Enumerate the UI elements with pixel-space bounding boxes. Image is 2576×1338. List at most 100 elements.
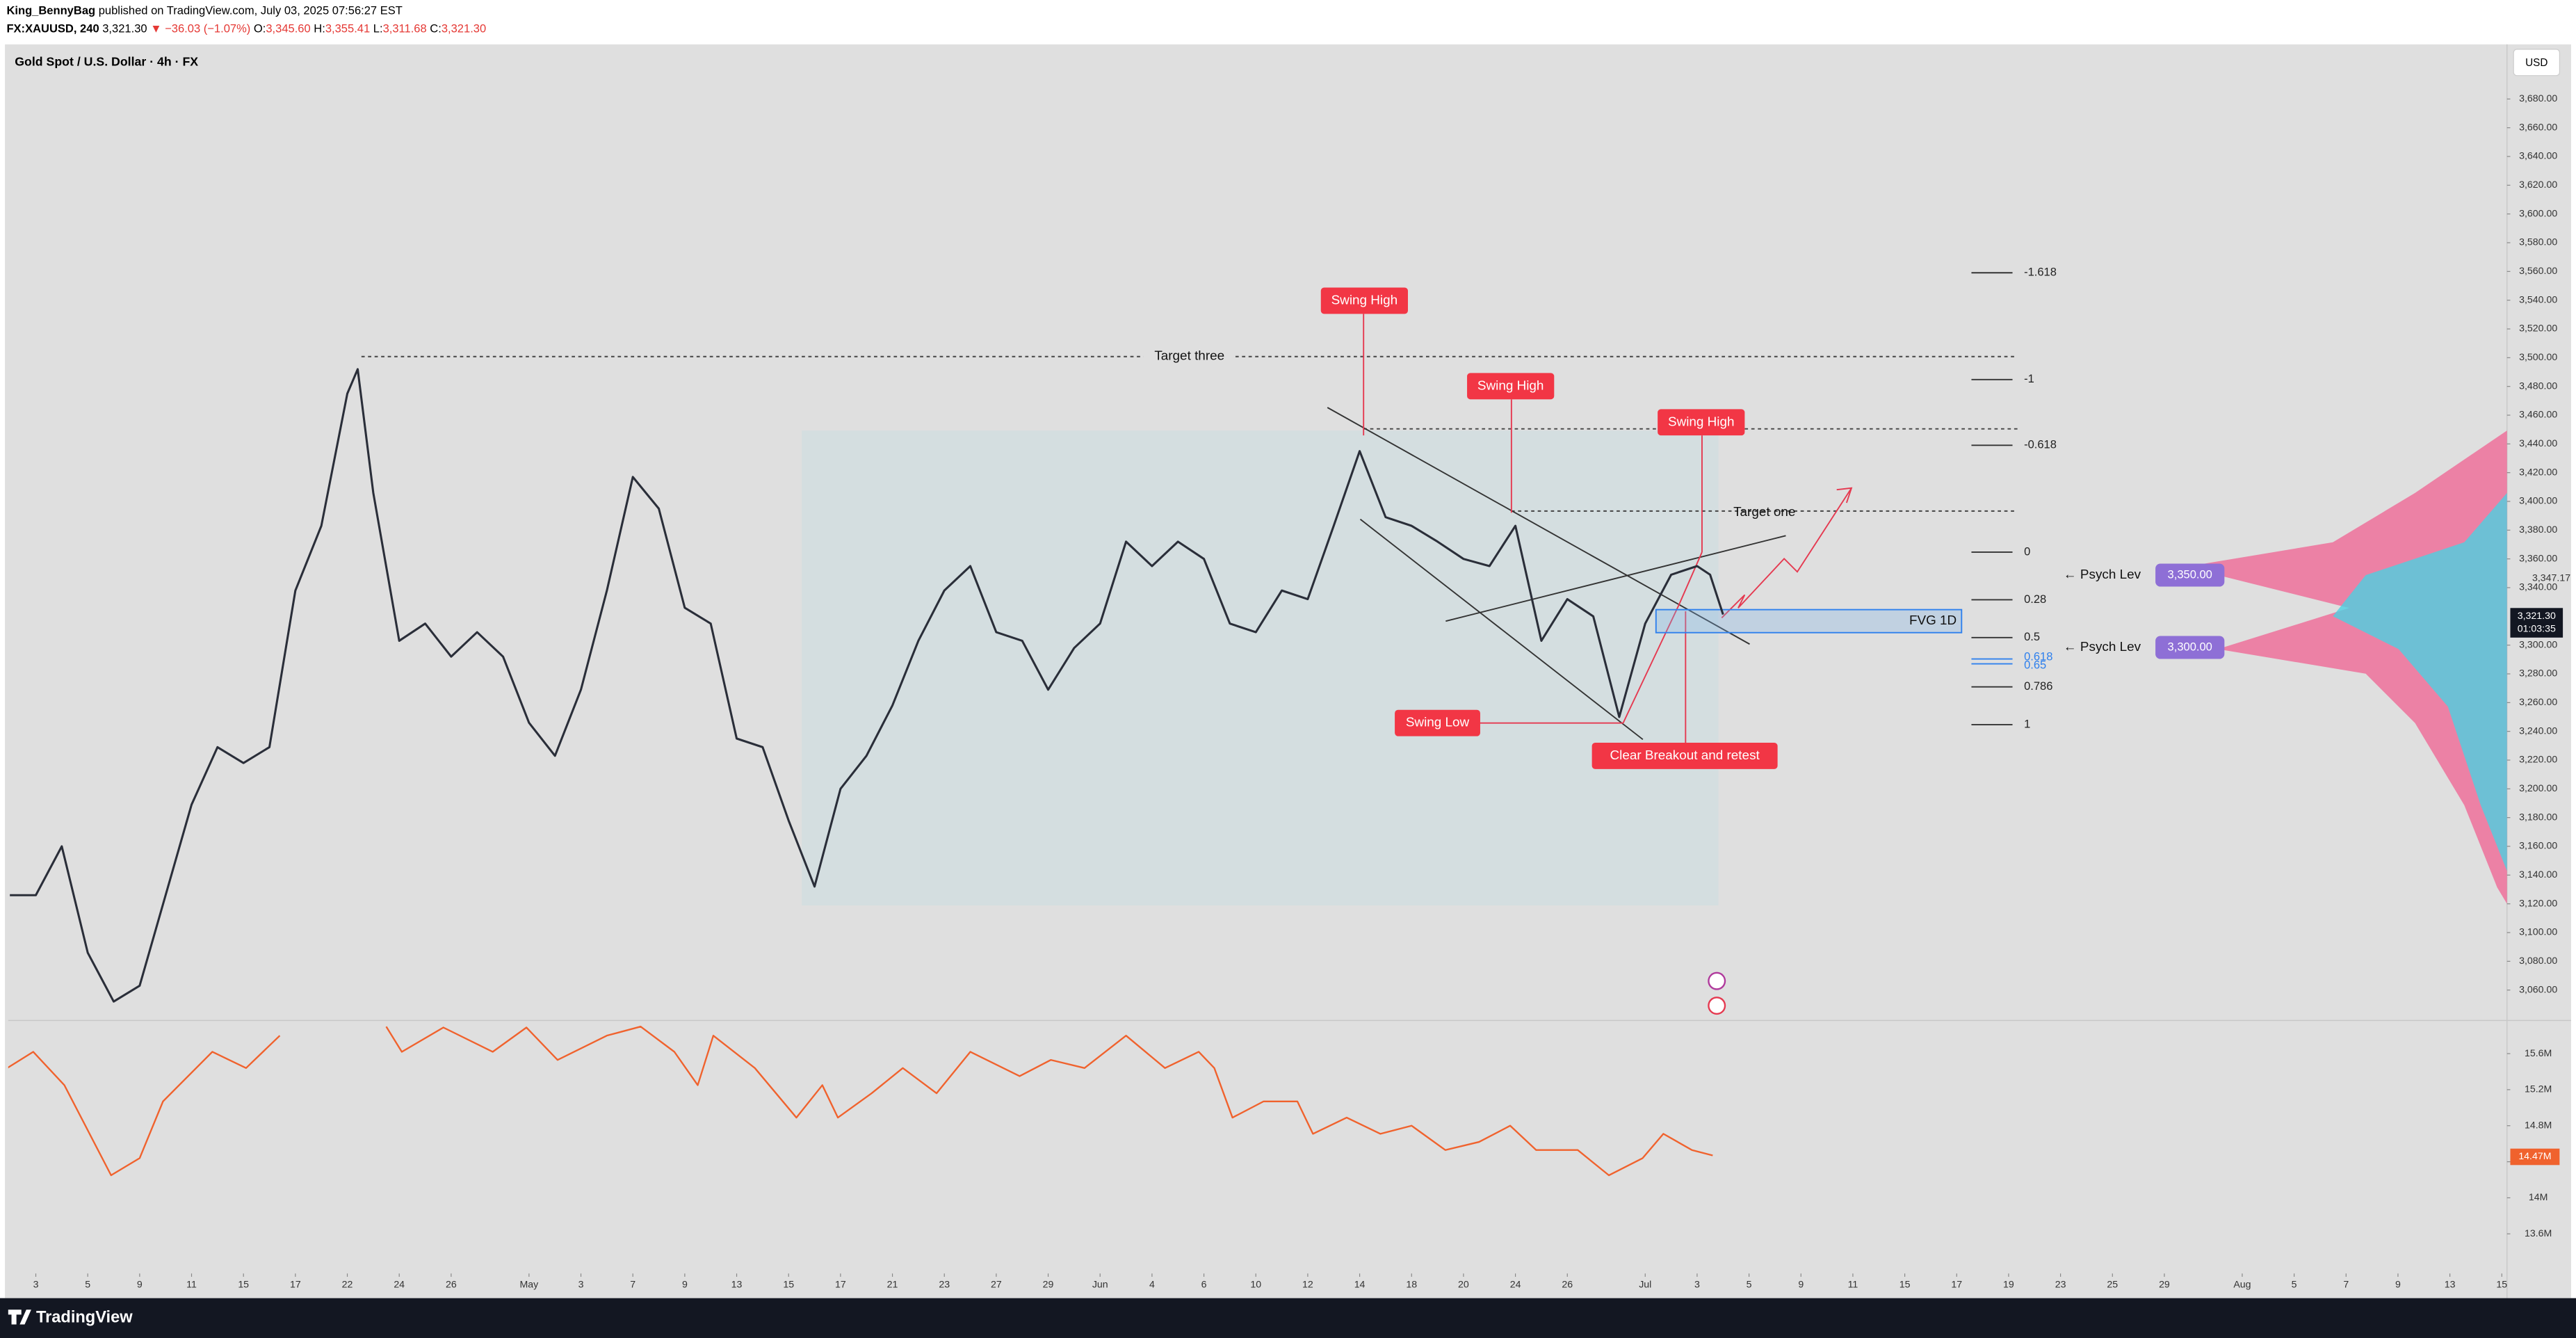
x-tick-label: 29 — [2159, 1280, 2170, 1291]
x-tick-label: 9 — [682, 1280, 688, 1291]
y-tick-label: 3,500.00 — [2519, 352, 2557, 363]
brand[interactable]: TradingView — [36, 1308, 133, 1326]
indicator-last: 14.47M — [2518, 1151, 2551, 1162]
countdown: 01:03:35 — [2518, 624, 2556, 635]
chart-title: Gold Spot / U.S. Dollar · 4h · FX — [15, 54, 198, 68]
y-tick-label: 3,420.00 — [2519, 467, 2557, 478]
y-tick-label: 3,180.00 — [2519, 812, 2557, 823]
psych-price: 3,350.00 — [2168, 567, 2212, 581]
indicator-tag — [2510, 1148, 2560, 1166]
x-tick-label: 21 — [887, 1280, 898, 1291]
x-tick-label: 20 — [1458, 1280, 1469, 1291]
footer-bar — [0, 1298, 2576, 1338]
y-tick-label: 3,140.00 — [2519, 869, 2557, 880]
x-tick-label: 22 — [342, 1280, 353, 1291]
x-tick-label: 5 — [85, 1280, 90, 1291]
last: 3,321.30 — [102, 22, 147, 35]
y-tick-label: 3,620.00 — [2519, 179, 2557, 191]
price-line — [10, 368, 1724, 1003]
x-tick-label: 7 — [2343, 1280, 2349, 1291]
y-tick-label: 15.2M — [2525, 1084, 2552, 1095]
x-tick-label: 29 — [1043, 1280, 1054, 1291]
y-tick-label: 3,640.00 — [2519, 151, 2557, 162]
axes: 3,060.00 3,080.00 3,100.00 3,120.00 3,140.00… — [33, 93, 2558, 1290]
x-tick-label: 7 — [630, 1280, 635, 1291]
trend-line — [1445, 535, 1786, 622]
currency[interactable]: USD — [2525, 57, 2547, 69]
x-tick-label: 5 — [2292, 1280, 2297, 1291]
projection — [1721, 487, 1852, 619]
psych-tag — [2155, 636, 2225, 659]
open: 3,345.60 — [266, 22, 310, 35]
marker-price: 3,347.17 — [2532, 572, 2570, 583]
x-tick-label: 3 — [33, 1280, 39, 1291]
fvg-label: FVG 1D — [1909, 613, 1957, 628]
x-tick-label: 18 — [1406, 1280, 1417, 1291]
y-tick-label: 3,340.00 — [2519, 582, 2557, 593]
c-label: C: — [430, 22, 442, 35]
x-tick-label: 3 — [1694, 1280, 1700, 1291]
x-tick-label: 14 — [1354, 1280, 1366, 1291]
x-tick-label: 24 — [394, 1280, 405, 1291]
header-bar — [0, 0, 2576, 45]
y-tick-label: 3,560.00 — [2519, 266, 2557, 277]
y-tick-label: 3,540.00 — [2519, 294, 2557, 305]
swing-low-tag — [1395, 709, 1480, 736]
x-tick-label: 13 — [2445, 1280, 2456, 1291]
fib-label: -0.618 — [2024, 438, 2057, 451]
last-price: 3,321.30 — [2518, 611, 2556, 622]
brand-logo — [8, 1309, 31, 1325]
price-pane — [10, 368, 1724, 1003]
l-label: L: — [373, 22, 383, 35]
fib-label: 0.28 — [2024, 593, 2046, 606]
x-tick-label: 26 — [446, 1280, 457, 1291]
label-bg — [1143, 346, 1236, 366]
x-tick-label: 15 — [238, 1280, 249, 1291]
x-tick-label: 23 — [939, 1280, 950, 1291]
y-tick-label: 14M — [2529, 1192, 2548, 1203]
high: 3,355.41 — [325, 22, 370, 35]
y-tick-label: 3,400.00 — [2519, 496, 2557, 507]
x-tick-label: 9 — [2395, 1280, 2401, 1291]
psych-text: Psych Lev — [2080, 640, 2141, 654]
fib-label: 0.5 — [2024, 630, 2040, 643]
x-tick-label: 12 — [1302, 1280, 1313, 1291]
event-icon[interactable] — [1708, 972, 1726, 990]
event-icon[interactable] — [1708, 997, 1726, 1015]
swing-low: Swing Low — [1406, 716, 1470, 730]
y-tick-label: 3,440.00 — [2519, 438, 2557, 449]
x-tick-label: 6 — [1201, 1280, 1207, 1291]
volume-profile — [2185, 430, 2507, 904]
projection-arrow — [1836, 487, 1853, 503]
swing-high: Swing High — [1477, 378, 1544, 393]
y-tick-label: 3,660.00 — [2519, 122, 2557, 133]
x-tick-label: 13 — [731, 1280, 743, 1291]
x-tick-label: 17 — [835, 1280, 846, 1291]
x-tick-label: 26 — [1562, 1280, 1573, 1291]
header-line: King_BennyBag published on TradingView.c… — [6, 4, 402, 17]
swing-high-tag — [1320, 287, 1408, 314]
x-tick-label: 5 — [1747, 1280, 1752, 1291]
x-tick-label: 11 — [1848, 1280, 1858, 1291]
y-tick-label: 3,460.00 — [2519, 410, 2557, 421]
currency-button[interactable] — [2513, 49, 2560, 76]
x-tick-label: 4 — [1149, 1280, 1155, 1291]
breakout: Clear Breakout and retest — [1610, 748, 1760, 763]
y-tick-label: 3,200.00 — [2519, 783, 2557, 794]
x-tick-label: 3 — [578, 1280, 584, 1291]
x-tick-label: 23 — [2055, 1280, 2066, 1291]
swing-high: Swing High — [1331, 293, 1398, 307]
fib-label: 0.65 — [2024, 658, 2046, 671]
y-tick-label: 3,360.00 — [2519, 553, 2557, 564]
psych-tag — [2155, 563, 2225, 587]
fib-label: 1 — [2024, 717, 2030, 730]
h-label: H: — [314, 22, 325, 35]
x-tick-label: 17 — [1951, 1280, 1962, 1291]
channel-line — [1359, 518, 1644, 741]
x-tick-label: 19 — [2003, 1280, 2014, 1291]
close: 3,321.30 — [442, 22, 486, 35]
author[interactable]: King_BennyBag — [6, 4, 95, 17]
y-tick-label: 3,280.00 — [2519, 668, 2557, 679]
symbol: FX:XAUUSD, 240 — [6, 22, 99, 35]
